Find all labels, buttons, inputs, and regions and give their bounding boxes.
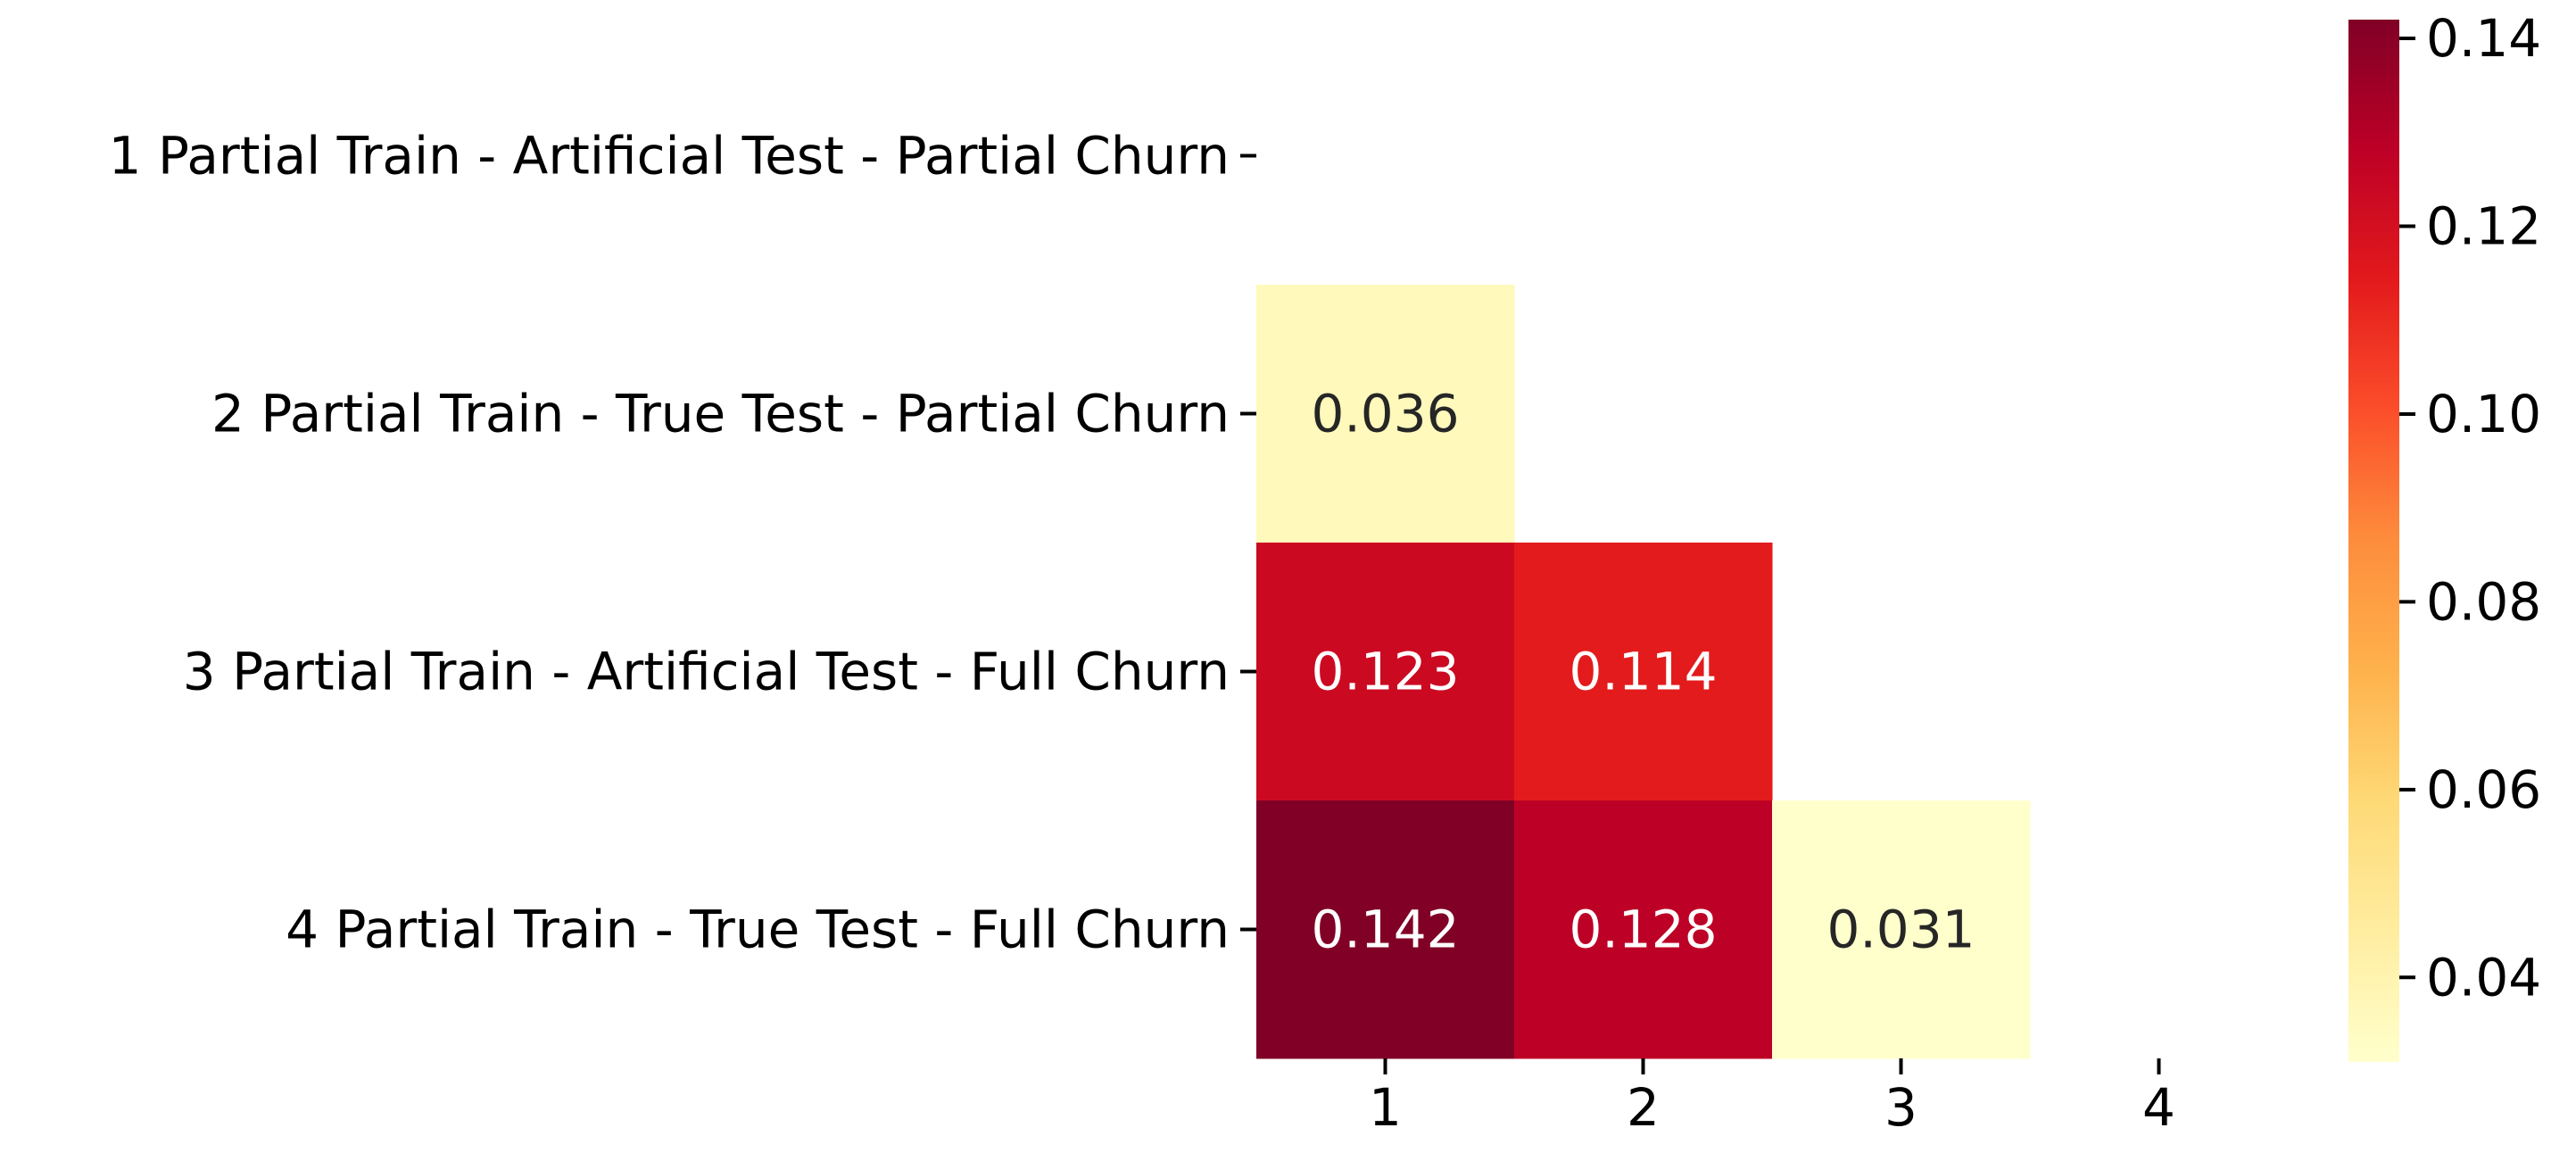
heatmap-cell (1514, 800, 1773, 1059)
colorbar-tick-label: 0.12 (2426, 195, 2541, 256)
y-tick-label: 4 Partial Train - True Test - Full Churn (286, 900, 1230, 960)
heatmap-cell (1514, 543, 1773, 801)
y-tick-label: 1 Partial Train - Artificial Test - Part… (109, 126, 1230, 187)
cell-value-label: 0.128 (1569, 900, 1717, 960)
cell-value-label: 0.142 (1311, 900, 1459, 960)
heatmap-cell (1256, 285, 1515, 543)
heatmap-cell (1256, 543, 1515, 801)
colorbar-tick-label: 0.10 (2426, 384, 2541, 444)
colorbar (2348, 20, 2399, 1062)
y-tick-label: 2 Partial Train - True Test - Partial Ch… (211, 384, 1230, 444)
heatmap-cell (1256, 800, 1515, 1059)
heatmap-cell (1772, 800, 2031, 1059)
x-tick-label: 4 (2142, 1077, 2175, 1138)
x-tick-label: 2 (1627, 1077, 1660, 1138)
colorbar-tick-label: 0.14 (2426, 8, 2541, 69)
y-tick-label: 3 Partial Train - Artificial Test - Full… (183, 642, 1230, 702)
cell-value-label: 0.036 (1311, 384, 1459, 444)
colorbar-tick-label: 0.08 (2426, 571, 2541, 632)
cell-value-label: 0.123 (1311, 642, 1459, 702)
colorbar-tick-label: 0.06 (2426, 759, 2541, 820)
colorbar-tick-label: 0.04 (2426, 947, 2541, 1008)
x-tick-label: 3 (1884, 1077, 1918, 1138)
cell-value-label: 0.114 (1569, 642, 1717, 702)
x-tick-label: 1 (1369, 1077, 1402, 1138)
cell-value-label: 0.031 (1826, 900, 1975, 960)
